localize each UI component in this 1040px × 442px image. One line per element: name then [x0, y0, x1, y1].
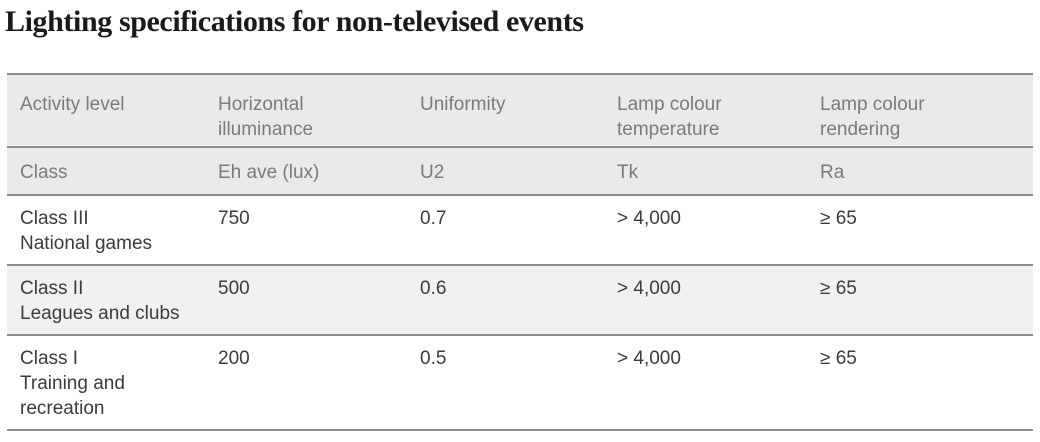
- unit-header-ra: Ra: [807, 147, 1033, 196]
- table-row-class-i: Class I Training and recreation 200 0.5 …: [7, 335, 1033, 430]
- cell-class-iii-uniformity: 0.7: [420, 208, 447, 229]
- header-row-groups: Activity level Horizontal illuminance Un…: [7, 74, 1033, 148]
- unit-header-u2: U2: [407, 147, 604, 196]
- table-body: Class III National games 750 0.7 > 4,000…: [7, 195, 1033, 430]
- activity-label: National games: [20, 233, 153, 254]
- col-header-horizontal-illuminance: Horizontal illuminance: [205, 74, 407, 148]
- cell-class-iii-illuminance: 750: [218, 208, 250, 229]
- col-header-uniformity: Uniformity: [407, 74, 604, 148]
- lighting-specs-table: Activity level Horizontal illuminance Un…: [7, 73, 1033, 431]
- unit-header-tk: Tk: [604, 147, 807, 196]
- cell-class-iii-activity: Class III National games: [7, 195, 205, 265]
- cell-class-i-rendering: ≥ 65: [820, 348, 857, 369]
- class-label: Class II: [20, 278, 84, 299]
- cell-class-ii-illuminance: 500: [205, 265, 407, 335]
- col-header-activity-level-label: Activity level: [20, 94, 125, 115]
- class-label: Class I: [20, 348, 79, 369]
- col-header-lamp-colour-rendering: Lamp colour rendering: [807, 74, 1033, 148]
- table-row-class-iii: Class III National games 750 0.7 > 4,000…: [7, 195, 1033, 265]
- cell-class-ii-temperature: > 4,000: [604, 265, 807, 335]
- cell-class-ii-rendering: ≥ 65: [807, 265, 1033, 335]
- unit-header-eh-ave-lux: Eh ave (lux): [205, 147, 407, 196]
- table-row-class-ii: Class II Leagues and clubs 500 0.6 > 4,0…: [7, 265, 1033, 335]
- unit-header-class: Class: [7, 147, 205, 196]
- cell-class-ii-activity: Class II Leagues and clubs: [7, 265, 205, 335]
- cell-class-i-activity: Class I Training and recreation: [7, 335, 205, 430]
- col-header-lamp-colour-temperature-label: Lamp colour temperature: [617, 94, 722, 140]
- class-label: Class III: [20, 208, 89, 229]
- cell-class-i-temperature: > 4,000: [617, 348, 681, 369]
- col-header-uniformity-label: Uniformity: [420, 94, 506, 115]
- page-title: Lighting specifications for non-televise…: [5, 5, 584, 38]
- col-header-lamp-colour-temperature: Lamp colour temperature: [604, 74, 807, 148]
- cell-class-iii-rendering: ≥ 65: [820, 208, 857, 229]
- table-header: Activity level Horizontal illuminance Un…: [7, 74, 1033, 196]
- col-header-lamp-colour-rendering-label: Lamp colour rendering: [820, 94, 925, 140]
- cell-class-i-illuminance: 200: [218, 348, 250, 369]
- col-header-activity-level: Activity level: [7, 74, 205, 148]
- cell-class-iii-temperature: > 4,000: [617, 208, 681, 229]
- cell-class-i-uniformity: 0.5: [420, 348, 447, 369]
- cell-class-ii-uniformity: 0.6: [407, 265, 604, 335]
- activity-label: Training and recreation: [20, 373, 125, 419]
- header-row-units: Class Eh ave (lux) U2 Tk Ra: [7, 147, 1033, 196]
- activity-label: Leagues and clubs: [20, 303, 180, 324]
- col-header-horizontal-illuminance-label: Horizontal illuminance: [218, 94, 314, 140]
